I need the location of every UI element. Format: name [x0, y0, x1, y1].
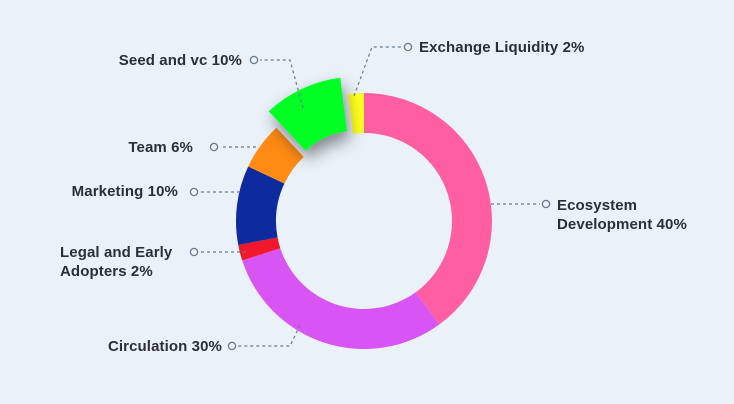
label-seed-and-vc: Seed and vc 10% [118, 52, 242, 69]
label-ecosystem-line2: Development 40% [557, 216, 687, 233]
label-marketing: Marketing 10% [71, 183, 178, 200]
label-team: Team 6% [128, 139, 193, 156]
slice-marketing [236, 166, 285, 245]
leader-dot-ecosystem [541, 199, 551, 209]
label-legal-line2: Adopters 2% [60, 263, 153, 280]
leader-dot-seed [249, 55, 259, 65]
leader-line-exchange [353, 46, 402, 97]
leader-dot-marketing [189, 187, 199, 197]
slice-exchange-liquidity [347, 93, 364, 134]
leader-line-circulation [238, 324, 301, 347]
leader-dot-legal [189, 247, 199, 257]
leader-line-seed [260, 59, 304, 109]
label-legal-line1: Legal and Early [60, 244, 173, 261]
leader-dot-exchange [403, 42, 413, 52]
leader-dot-team [209, 142, 219, 152]
slice-team [248, 127, 304, 184]
slice-ecosystem-development [364, 93, 492, 325]
label-legal-early-adopters: Legal and Early Adopters 2% [60, 243, 172, 281]
leader-dot-circulation [227, 341, 237, 351]
label-exchange-liquidity: Exchange Liquidity 2% [419, 39, 585, 56]
slice-legal-early-adopters [238, 237, 281, 261]
label-ecosystem-development: Ecosystem Development 40% [557, 196, 687, 234]
label-ecosystem-line1: Ecosystem [557, 197, 638, 214]
slice-circulation [242, 248, 440, 350]
slice-seed-and-vc [268, 77, 348, 151]
label-circulation: Circulation 30% [107, 338, 222, 355]
